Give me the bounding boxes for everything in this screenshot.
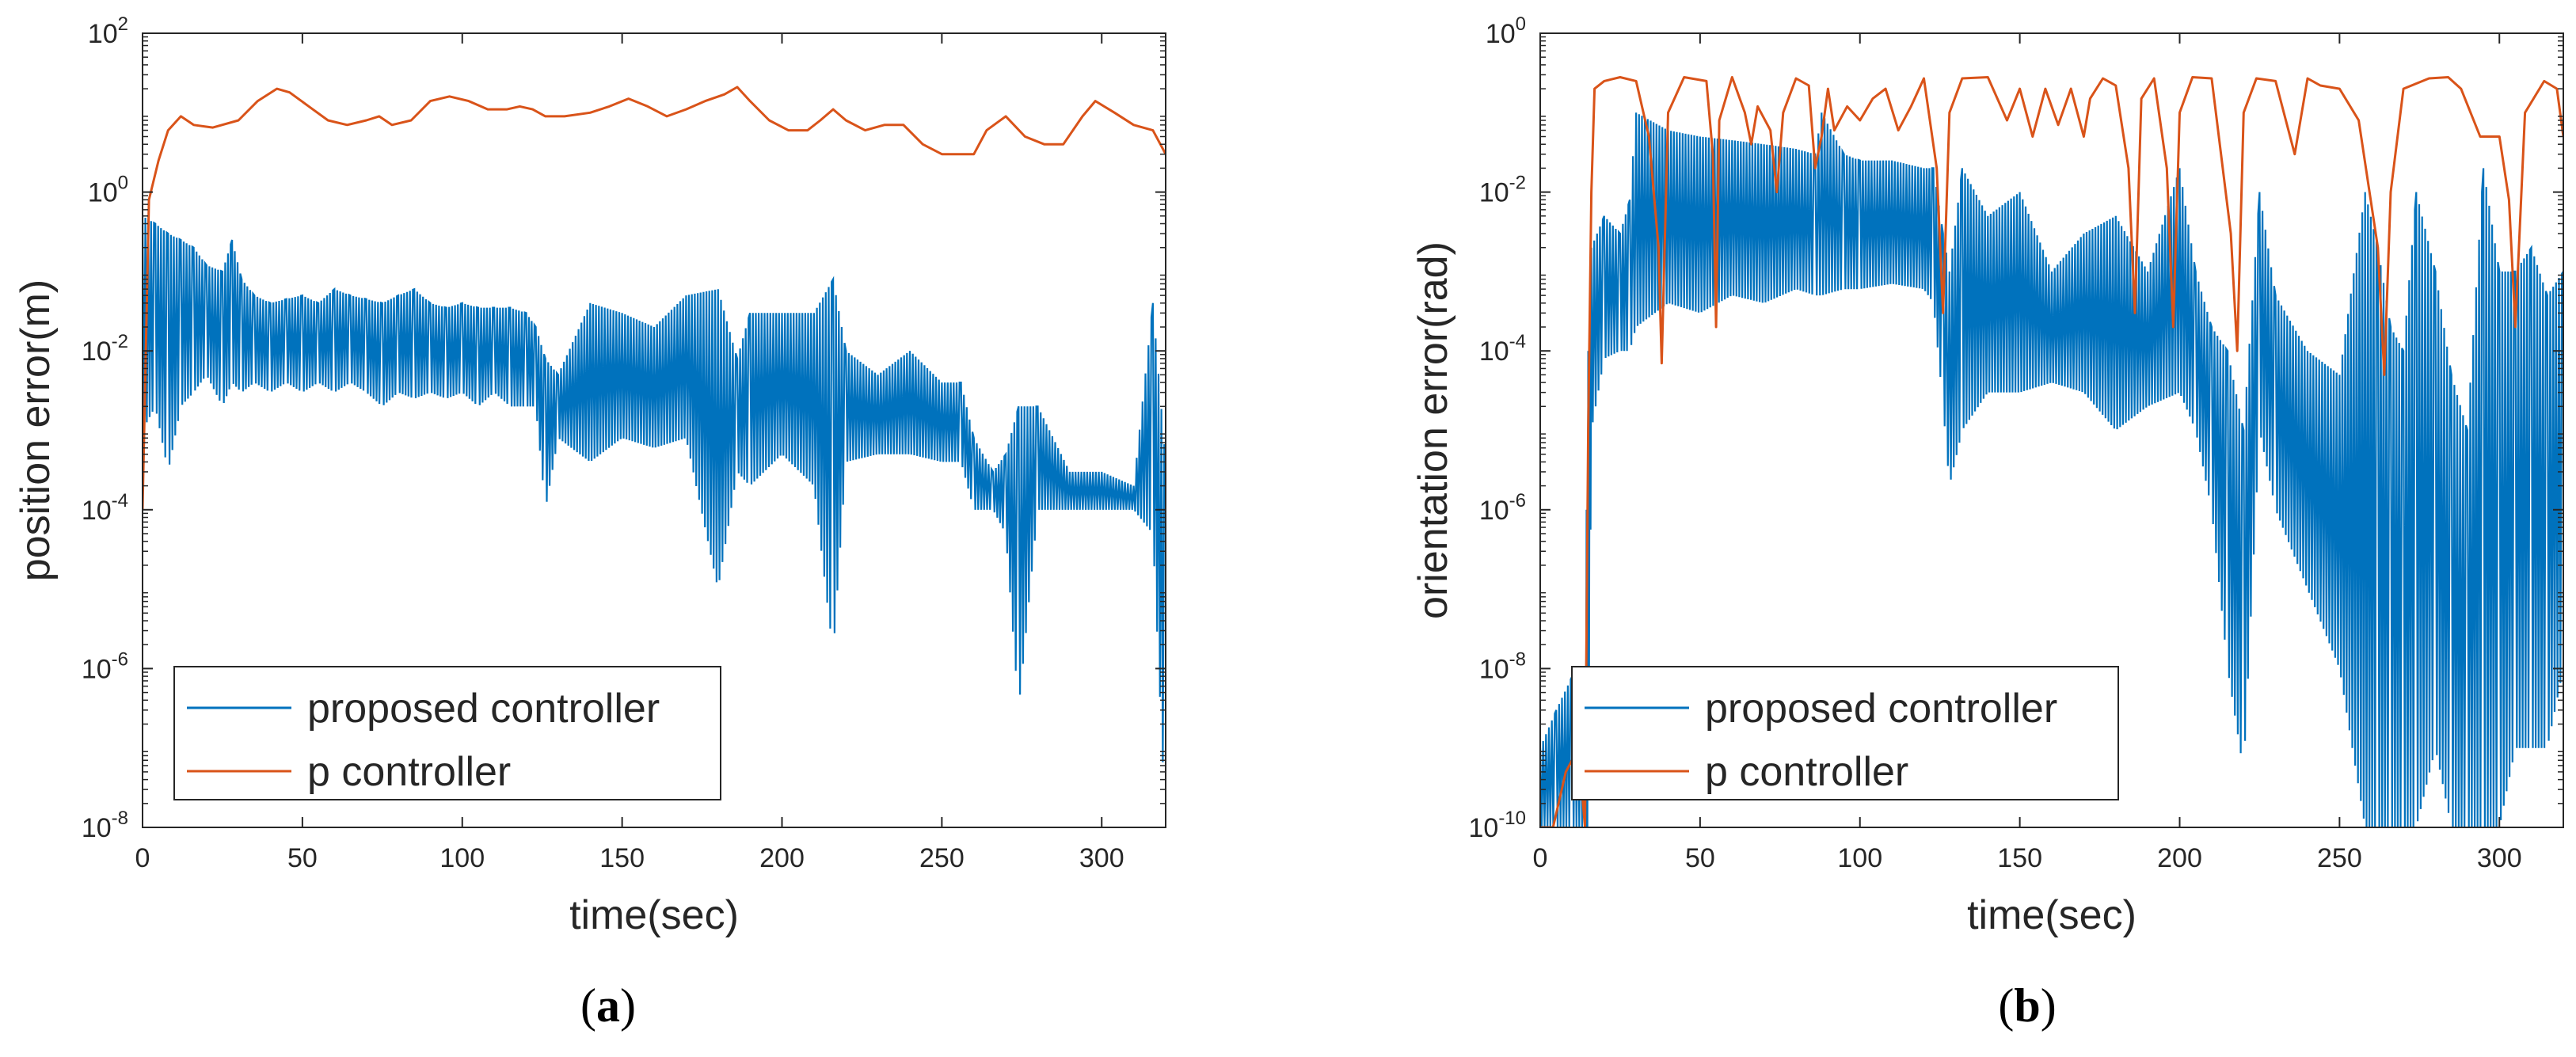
y-axis-label: orientation error(rad) bbox=[1410, 241, 1456, 619]
x-tick-label: 50 bbox=[1685, 843, 1715, 873]
x-tick-label: 100 bbox=[439, 843, 485, 873]
x-tick-label: 200 bbox=[2157, 843, 2202, 873]
x-tick-label: 200 bbox=[759, 843, 805, 873]
axes-box bbox=[1539, 32, 2564, 828]
y-tick-label: 10-6 bbox=[82, 648, 128, 684]
series-layer bbox=[143, 86, 1166, 762]
chart-panel-a: 0 50 100 150 200 250 300 102 100 10-2 10-4 10-6 10-8… bbox=[13, 13, 1166, 1032]
series-p-controller bbox=[143, 86, 1166, 510]
chart-panel-b: 0 50 100 150 200 250 300 100 10-2 10-4 10-6 10-8 10-… bbox=[1410, 13, 2564, 1032]
legend-entry-p-controller: p controller bbox=[307, 749, 511, 795]
x-tick-label: 250 bbox=[919, 843, 965, 873]
x-tick-label: 300 bbox=[2477, 843, 2522, 873]
panel-label: (b) bbox=[1998, 979, 2056, 1032]
series-proposed-controller bbox=[1540, 112, 2563, 827]
legend-entry-proposed-controller: proposed controller bbox=[307, 686, 660, 732]
legend: proposed controller p controller bbox=[1571, 666, 2119, 800]
y-tick-label: 100 bbox=[88, 173, 128, 208]
panel-label: (a) bbox=[580, 979, 636, 1032]
x-tick-label: 0 bbox=[135, 843, 150, 873]
legend: proposed controller p controller bbox=[173, 666, 721, 800]
series-proposed-controller bbox=[143, 215, 1166, 762]
legend-entry-proposed-controller: proposed controller bbox=[1705, 686, 2057, 732]
y-tick-label: 10-8 bbox=[82, 808, 128, 843]
legend-box bbox=[173, 666, 721, 800]
x-tick-label: 250 bbox=[2317, 843, 2362, 873]
y-tick-label: 10-4 bbox=[82, 490, 128, 526]
x-tick-label: 0 bbox=[1533, 843, 1548, 873]
x-tick-label: 150 bbox=[1997, 843, 2042, 873]
x-tick-label: 100 bbox=[1837, 843, 1882, 873]
x-axis-label: time(sec) bbox=[1967, 892, 2137, 938]
x-axis-label: time(sec) bbox=[569, 892, 739, 938]
x-tick-label: 300 bbox=[1079, 843, 1124, 873]
y-tick-label: 10-6 bbox=[1479, 490, 1526, 526]
legend-box bbox=[1571, 666, 2119, 800]
y-tick-label: 10-10 bbox=[1468, 808, 1526, 843]
y-tick-label: 10-4 bbox=[1479, 331, 1526, 367]
axes-box bbox=[142, 32, 1166, 828]
series-layer bbox=[1540, 76, 2563, 827]
series-p-controller bbox=[1540, 76, 2563, 827]
y-axis-label: position error(m) bbox=[13, 279, 59, 581]
y-tick-label: 10-2 bbox=[82, 331, 128, 367]
x-tick-label: 50 bbox=[287, 843, 318, 873]
x-tick-label: 150 bbox=[599, 843, 645, 873]
y-tick-label: 10-8 bbox=[1479, 648, 1526, 684]
legend-entry-p-controller: p controller bbox=[1705, 749, 1908, 795]
y-tick-label: 102 bbox=[88, 13, 128, 49]
y-tick-label: 10-2 bbox=[1479, 173, 1526, 208]
y-tick-label: 100 bbox=[1486, 13, 1526, 49]
